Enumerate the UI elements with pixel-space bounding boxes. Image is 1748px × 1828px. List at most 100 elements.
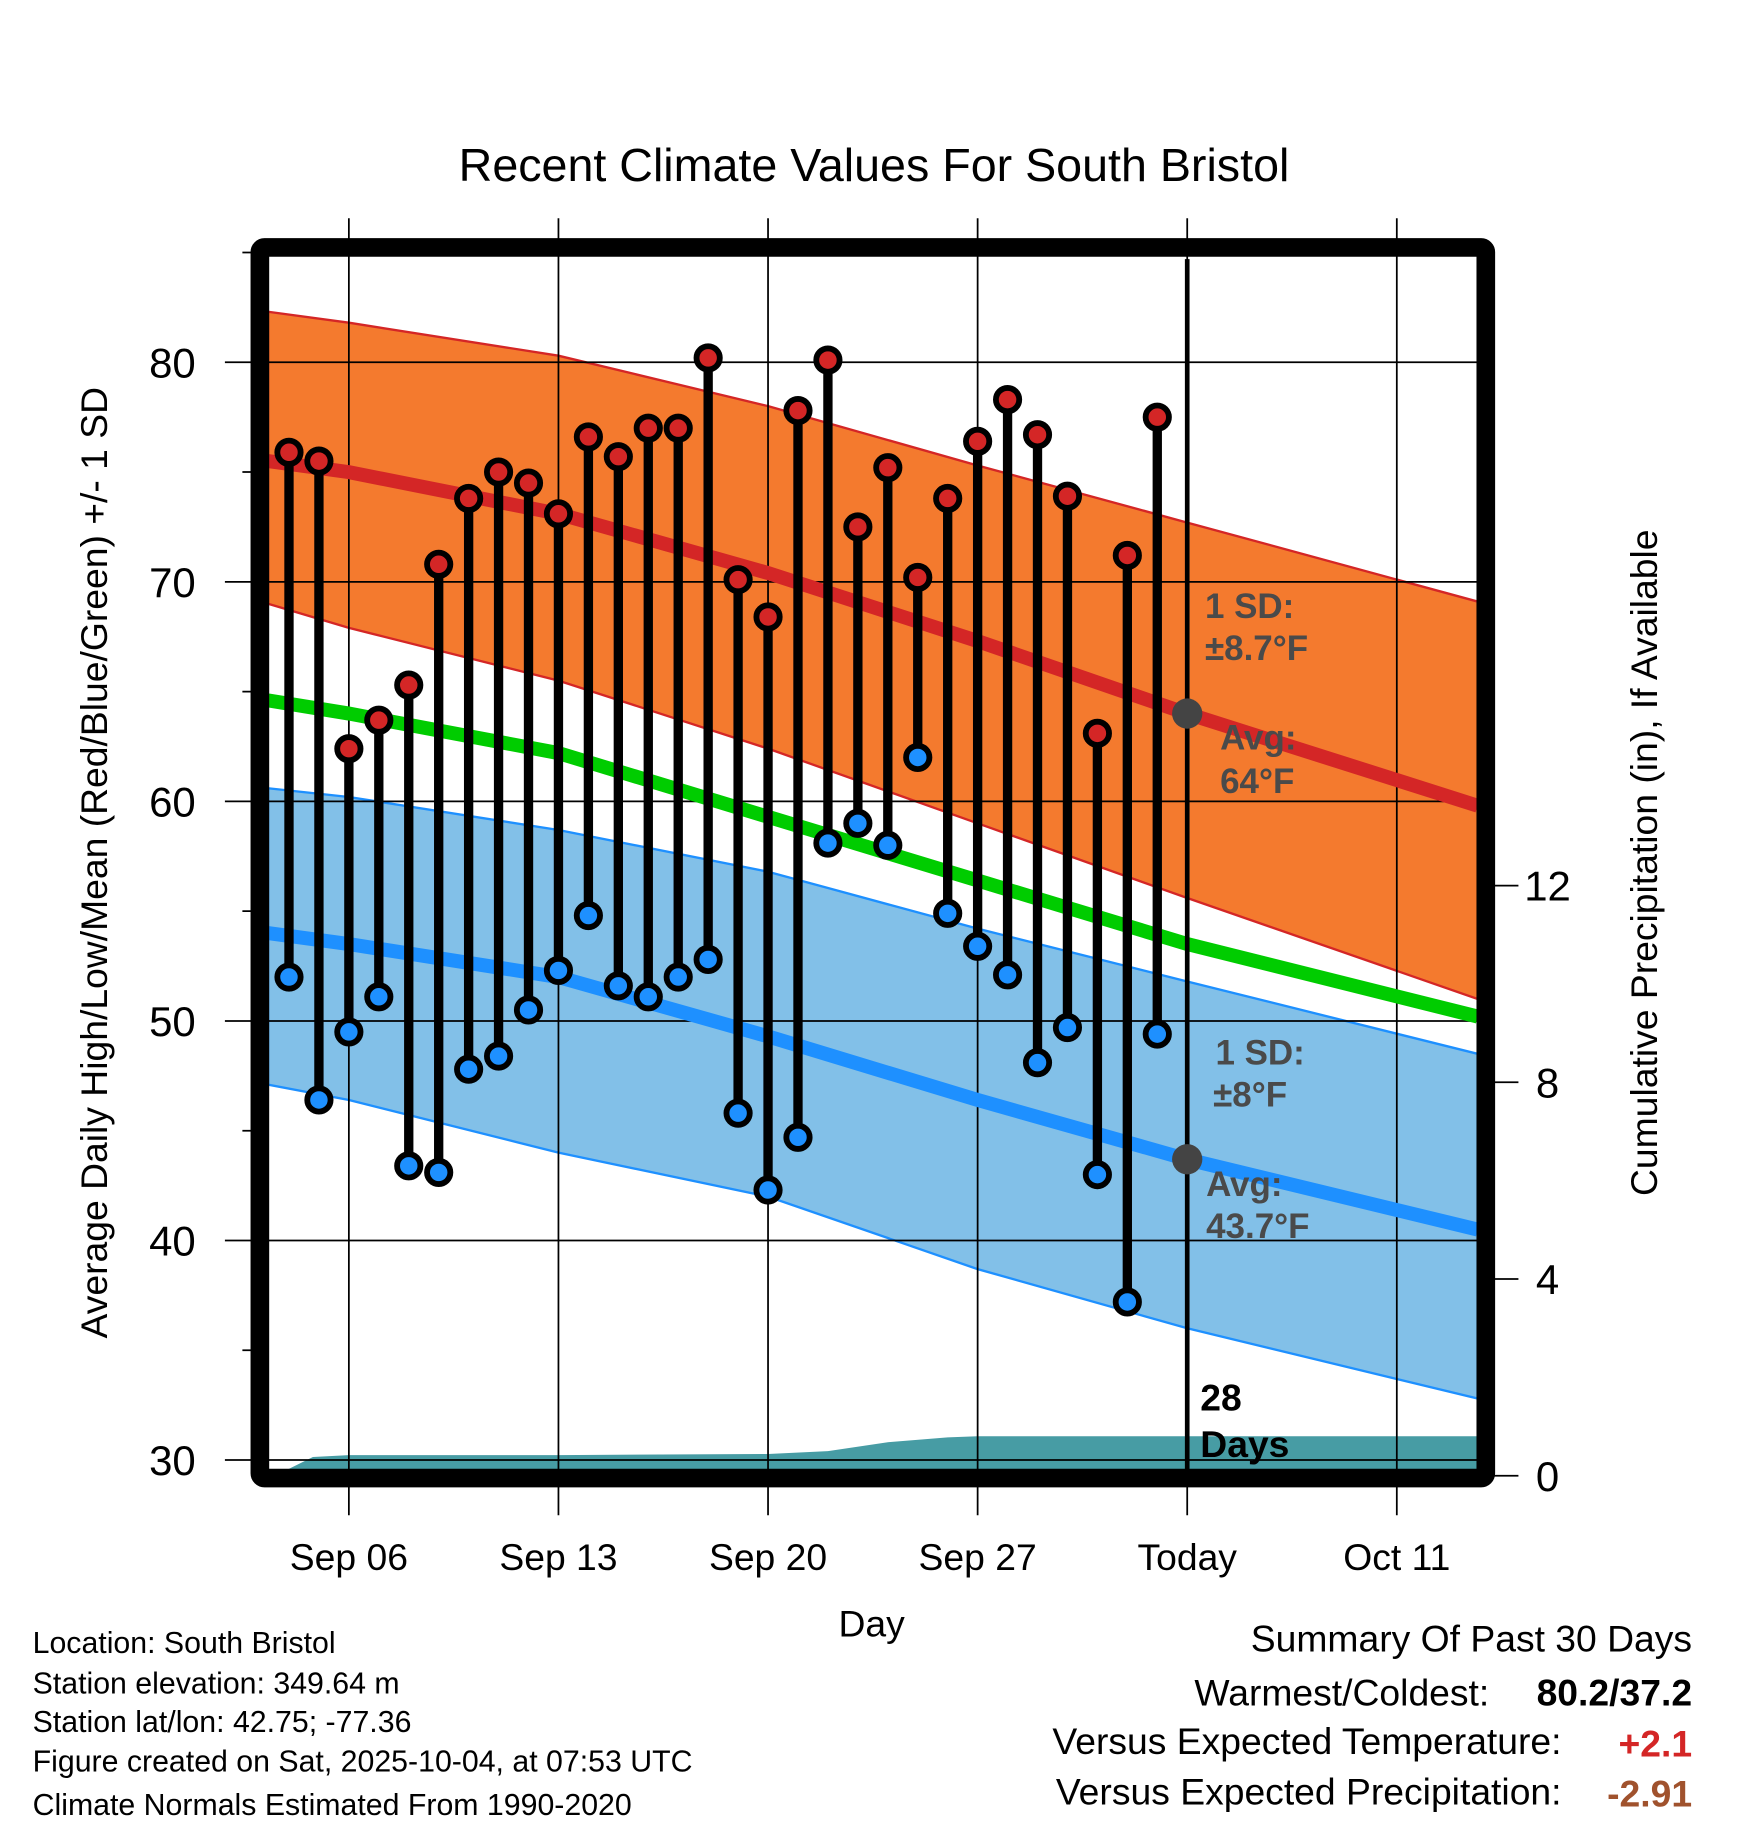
daily-high-point <box>723 565 753 595</box>
daily-low-point <box>783 1122 813 1152</box>
info-created: Figure created on Sat, 2025-10-04, at 07… <box>33 1746 693 1779</box>
x-tick-label: Sep 27 <box>919 1536 1037 1578</box>
daily-low-point <box>843 808 873 838</box>
daily-low-point <box>723 1098 753 1128</box>
y-right-tick-label: 0 <box>1536 1453 1559 1500</box>
daily-high-point <box>903 562 933 593</box>
y-tick-label: 60 <box>149 779 196 826</box>
daily-low-point <box>274 962 304 992</box>
temp-label: Versus Expected Temperature: <box>1052 1720 1561 1762</box>
y-tick-label: 30 <box>149 1437 196 1484</box>
daily-high-point <box>783 396 813 426</box>
daily-high-point <box>304 446 334 476</box>
daily-high-point <box>573 422 603 452</box>
y-axis-right-label: Cumulative Precipitation (in), If Availa… <box>1623 529 1665 1196</box>
daily-low-point <box>693 944 723 975</box>
annotation-high-sd-label: 1 SD: <box>1205 587 1294 626</box>
daily-low-point <box>813 828 843 858</box>
today-high-avg-marker <box>1172 698 1203 729</box>
precip-value: -2.91 <box>1607 1773 1692 1815</box>
daily-low-point <box>513 995 544 1025</box>
daily-high-point <box>1082 718 1112 748</box>
x-tick-label: Sep 13 <box>499 1536 617 1578</box>
info-latlon: Station lat/lon: 42.75; -77.36 <box>33 1706 412 1739</box>
daily-high-point <box>993 385 1023 415</box>
y-right-tick-label: 4 <box>1536 1256 1559 1303</box>
plot-frame <box>250 238 1496 1488</box>
daily-high-point <box>873 453 903 483</box>
days-count-label: 28 <box>1200 1376 1241 1418</box>
info-elevation: Station elevation: 349.64 m <box>33 1668 400 1701</box>
daily-low-point <box>364 982 394 1012</box>
x-tick-label: Today <box>1137 1536 1237 1578</box>
y-right-tick-label: 8 <box>1536 1059 1559 1106</box>
daily-low-point <box>633 982 663 1012</box>
daily-high-point <box>663 413 693 443</box>
annotation-high-avg-value: 64°F <box>1220 762 1294 801</box>
y-right-tick-label: 12 <box>1524 863 1571 910</box>
daily-high-point <box>513 468 544 498</box>
daily-low-point <box>993 960 1023 990</box>
daily-low-point <box>603 971 633 1001</box>
daily-low-point <box>1052 1012 1083 1043</box>
daily-high-point <box>693 343 723 373</box>
annotation-high-avg-label: Avg: <box>1220 719 1296 758</box>
daily-low-point <box>304 1085 334 1115</box>
daily-low-point <box>1022 1048 1053 1078</box>
daily-high-point <box>424 549 454 579</box>
x-tick-label: Oct 11 <box>1343 1536 1450 1578</box>
x-tick-label: Sep 06 <box>290 1536 408 1578</box>
y-tick-label: 70 <box>149 559 196 606</box>
daily-low-point <box>573 900 603 931</box>
daily-high-point <box>394 670 424 700</box>
warm-cold-value: 80.2/37.2 <box>1537 1671 1692 1713</box>
y-tick-label: 40 <box>149 1218 196 1265</box>
annotation-low-avg-label: Avg: <box>1206 1165 1282 1204</box>
daily-high-point <box>334 734 364 764</box>
annotation-low-sd-value: ±8°F <box>1213 1075 1287 1114</box>
daily-low-point <box>424 1157 454 1188</box>
daily-high-point <box>454 483 484 513</box>
daily-low-point <box>873 830 903 860</box>
annotation-high-sd-value: ±8.7°F <box>1205 629 1308 668</box>
daily-low-point <box>484 1041 514 1071</box>
daily-high-point <box>603 442 633 472</box>
summary: Summary Of Past 30 Days Warmest/Coldest:… <box>1052 1618 1692 1815</box>
daily-low-point <box>753 1175 783 1205</box>
daily-low-point <box>1082 1160 1112 1190</box>
daily-high-point <box>813 345 843 375</box>
daily-high-point <box>543 499 574 529</box>
daily-low-point <box>963 931 993 961</box>
daily-low-point <box>933 898 963 928</box>
chart-title: Recent Climate Values For South Bristol <box>459 139 1290 191</box>
daily-low-point <box>903 742 933 773</box>
y-tick-label: 80 <box>149 339 196 386</box>
daily-high-point <box>843 512 873 542</box>
y-axis-label: Average Daily High/Low/Mean (Red/Blue/Gr… <box>73 387 115 1338</box>
daily-high-point <box>933 483 963 513</box>
daily-low-point <box>663 962 693 992</box>
daily-low-point <box>334 1017 364 1047</box>
daily-high-point <box>484 457 514 487</box>
x-axis-label: Day <box>839 1603 906 1645</box>
daily-low-point <box>1112 1287 1142 1317</box>
x-tick-label: Sep 20 <box>709 1536 827 1578</box>
daily-high-point <box>1022 420 1053 450</box>
daily-low-point <box>543 955 574 986</box>
daily-high-point <box>1142 402 1172 432</box>
today-low-avg-marker <box>1172 1144 1203 1175</box>
days-unit-label: Days <box>1200 1423 1289 1465</box>
daily-high-point <box>274 437 304 467</box>
info-normals: Climate Normals Estimated From 1990-2020 <box>33 1789 632 1822</box>
daily-high-point <box>633 413 663 443</box>
daily-low-point <box>454 1054 484 1084</box>
station-info: Location: South Bristol Station elevatio… <box>33 1627 693 1822</box>
daily-high-point <box>1052 481 1083 511</box>
summary-title: Summary Of Past 30 Days <box>1251 1618 1692 1660</box>
daily-low-point <box>394 1151 424 1181</box>
info-location: Location: South Bristol <box>33 1627 336 1660</box>
annotation-low-sd-label: 1 SD: <box>1215 1033 1304 1072</box>
y-tick-label: 50 <box>149 998 196 1045</box>
daily-low-point <box>1142 1019 1172 1049</box>
